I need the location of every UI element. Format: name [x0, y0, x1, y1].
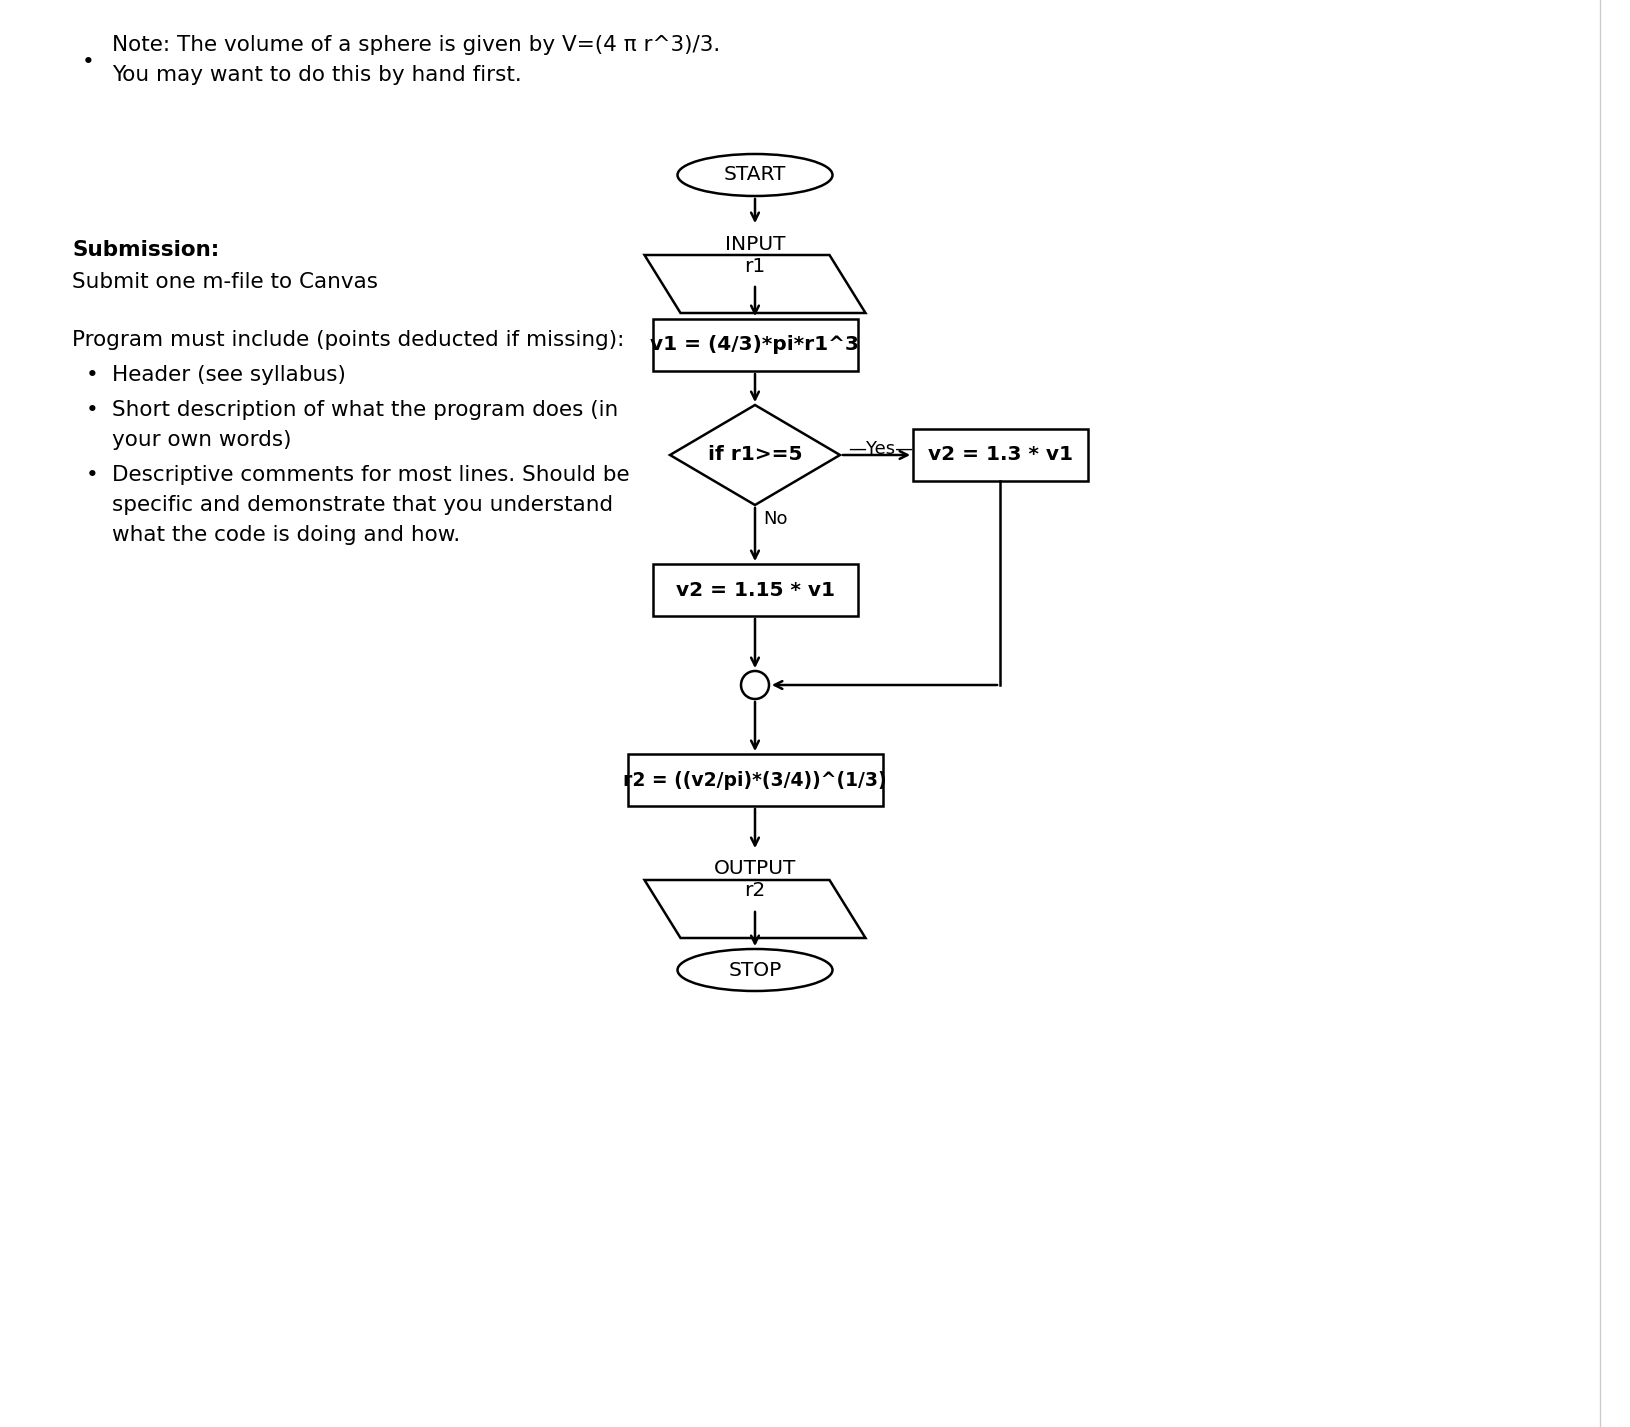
Text: START: START [724, 166, 786, 184]
Bar [913, 430, 1087, 481]
Text: v1 = (4/3)*pi*r1^3: v1 = (4/3)*pi*r1^3 [650, 335, 859, 354]
Circle shape [742, 671, 769, 699]
Bar [652, 564, 857, 616]
Text: •: • [86, 365, 98, 385]
Text: No: No [763, 509, 787, 528]
Bar [628, 753, 882, 806]
Text: your own words): your own words) [112, 430, 292, 450]
Text: v2 = 1.15 * v1: v2 = 1.15 * v1 [675, 581, 835, 599]
Text: Note: The volume of a sphere is given by V=(4 π r^3)/3.: Note: The volume of a sphere is given by… [112, 36, 720, 56]
Text: what the code is doing and how.: what the code is doing and how. [112, 525, 460, 545]
Text: •: • [86, 400, 98, 420]
Text: Program must include (points deducted if missing):: Program must include (points deducted if… [72, 330, 624, 350]
Text: INPUT
r1: INPUT r1 [725, 234, 786, 275]
Ellipse shape [678, 949, 833, 990]
Text: OUTPUT
r2: OUTPUT r2 [714, 859, 795, 900]
Text: Submit one m-file to Canvas: Submit one m-file to Canvas [72, 273, 378, 293]
Text: STOP: STOP [729, 960, 782, 979]
Polygon shape [644, 880, 866, 938]
Text: •: • [86, 465, 98, 485]
Text: v2 = 1.3 * v1: v2 = 1.3 * v1 [927, 445, 1073, 465]
Polygon shape [644, 255, 866, 313]
Text: —Yes—: —Yes— [848, 440, 913, 458]
Polygon shape [670, 405, 839, 505]
Text: r2 = ((v2/pi)*(3/4))^(1/3): r2 = ((v2/pi)*(3/4))^(1/3) [623, 771, 887, 789]
Bar [652, 320, 857, 371]
Text: Descriptive comments for most lines. Should be: Descriptive comments for most lines. Sho… [112, 465, 629, 485]
Text: Submission:: Submission: [72, 240, 220, 260]
Text: specific and demonstrate that you understand: specific and demonstrate that you unders… [112, 495, 613, 515]
Text: You may want to do this by hand first.: You may want to do this by hand first. [112, 66, 522, 86]
Text: if r1>=5: if r1>=5 [707, 445, 802, 465]
Text: •: • [82, 51, 95, 71]
Text: Short description of what the program does (in: Short description of what the program do… [112, 400, 618, 420]
Ellipse shape [678, 154, 833, 195]
Text: Header (see syllabus): Header (see syllabus) [112, 365, 346, 385]
